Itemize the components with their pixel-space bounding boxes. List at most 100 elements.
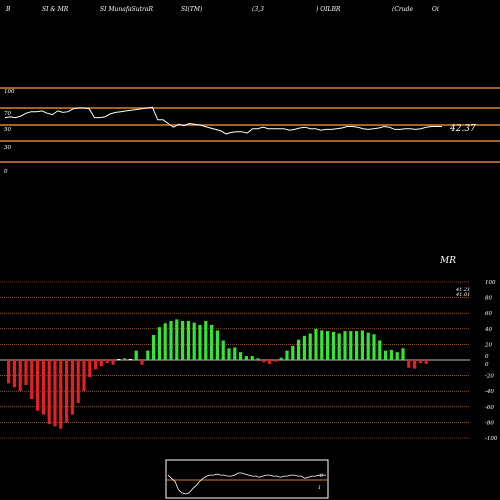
mrsi-bar	[76, 360, 80, 403]
mrsi-tick-label: -100	[485, 436, 498, 442]
mrsi-bar	[291, 346, 295, 360]
mrsi-bar	[134, 350, 138, 360]
mrsi-bar	[233, 347, 237, 360]
mrsi-bar	[163, 323, 167, 360]
mrsi-tick-label: -40	[485, 389, 494, 395]
mrsi-bar	[70, 360, 74, 415]
mrsi-bar	[36, 360, 40, 411]
mrsi-bar	[314, 328, 318, 360]
mrsi-tick-label: 60	[485, 311, 492, 317]
mrsi-bar	[395, 352, 399, 360]
mrsi-bar	[372, 334, 376, 360]
mrsi-tick-label: 80	[485, 296, 492, 302]
mrsi-bar	[268, 360, 272, 364]
header-item: Oi	[432, 6, 439, 13]
mrsi-title: MR	[439, 256, 456, 266]
mrsi-bar	[244, 356, 248, 360]
mrsi-bar	[94, 360, 98, 370]
mrsi-bar	[326, 331, 330, 360]
mrsi-bar	[30, 360, 34, 399]
mrsi-tick-label: 100	[485, 280, 496, 286]
mrsi-bar	[349, 331, 353, 360]
header-item: SI MunafaSutraR	[100, 6, 153, 13]
mrsi-bar	[111, 360, 115, 365]
rsi-last-value: 42.37	[449, 124, 476, 134]
header-item: ) OILBR	[315, 6, 341, 13]
mrsi-bar	[18, 360, 22, 392]
mrsi-bar	[227, 348, 231, 360]
rsi-panel: 100 70 50 30 0 42.37	[0, 87, 500, 175]
mrsi-tick-label: 40	[484, 327, 492, 333]
mrsi-bar	[169, 321, 173, 360]
rsi-series-line	[4, 106, 442, 135]
mrsi-bar	[7, 360, 11, 384]
mrsi-value-label: 41.01	[455, 292, 470, 298]
mrsi-bar	[285, 350, 289, 360]
mrsi-bar	[302, 335, 306, 360]
mrsi-bar	[146, 350, 150, 360]
mrsi-bar	[308, 333, 312, 360]
rsi-tick-label: 70	[4, 111, 11, 117]
mrsi-bar	[401, 348, 405, 360]
mrsi-bar	[378, 340, 382, 360]
mrsi-bar	[389, 349, 393, 360]
mrsi-bar	[418, 360, 422, 364]
mrsi-bar	[262, 360, 266, 363]
mrsi-bar	[279, 357, 283, 360]
mrsi-bar	[140, 360, 144, 365]
header-item: (Crude	[392, 6, 414, 13]
mrsi-bar	[360, 330, 364, 360]
header-item: SI & MR	[42, 6, 69, 13]
mrsi-bar	[24, 360, 28, 385]
mrsi-tick-label: 20	[484, 342, 492, 348]
rsi-tick-label: 30	[4, 145, 11, 151]
mrsi-bar	[297, 339, 301, 360]
chart-header: B SI & MR SI MunafaSutraR SI(TM) (3,3 ) …	[5, 6, 439, 13]
mrsi-tick-label: 0	[485, 362, 489, 368]
mrsi-bar	[181, 321, 185, 360]
mrsi-bar	[198, 324, 202, 360]
header-item: SI(TM)	[181, 6, 203, 13]
mrsi-bar	[407, 360, 411, 368]
mrsi-bar	[99, 360, 103, 367]
mrsi-bar	[424, 360, 428, 364]
mrsi-panel: MR 41.21 41.01 100 80 60 40 20 0 0 -20 -40 -60 -80…	[0, 256, 498, 442]
mrsi-bar	[221, 340, 225, 360]
mrsi-tick-label: 0	[485, 354, 489, 360]
mrsi-bar	[175, 319, 179, 360]
mrsi-bar	[320, 330, 324, 360]
mini-panel: -9 1	[165, 459, 329, 499]
mrsi-tick-label: -60	[485, 405, 494, 411]
mini-label-right: -9	[318, 473, 324, 479]
mrsi-bar	[273, 360, 277, 362]
mrsi-bar	[117, 359, 121, 360]
mrsi-bar	[105, 360, 109, 364]
mrsi-bar	[47, 360, 51, 424]
mrsi-bar	[123, 358, 127, 360]
mrsi-bar	[250, 356, 254, 360]
mrsi-bar	[337, 333, 341, 360]
mini-series-line	[167, 472, 326, 495]
mrsi-bar	[239, 352, 243, 360]
mrsi-bar	[65, 360, 69, 423]
mrsi-bar	[215, 330, 219, 360]
rsi-tick-label: 50	[4, 127, 11, 133]
mrsi-bar	[82, 360, 86, 392]
mrsi-bar	[366, 332, 370, 360]
header-item: (3,3	[252, 6, 264, 13]
mrsi-bar	[59, 360, 63, 429]
mrsi-bar	[192, 322, 196, 360]
mrsi-bar	[384, 350, 388, 360]
mrsi-bar	[186, 321, 190, 360]
mrsi-tick-label: -20	[485, 374, 494, 380]
header-item: B	[5, 6, 11, 13]
mrsi-bar	[88, 360, 92, 378]
mrsi-bar	[210, 324, 214, 360]
mrsi-tick-label: -80	[485, 420, 494, 426]
mrsi-bar	[256, 358, 260, 360]
mrsi-bar	[355, 331, 359, 360]
mrsi-bar	[331, 331, 335, 360]
mrsi-value-label: 41.21	[455, 287, 470, 293]
mrsi-bar	[53, 360, 57, 427]
